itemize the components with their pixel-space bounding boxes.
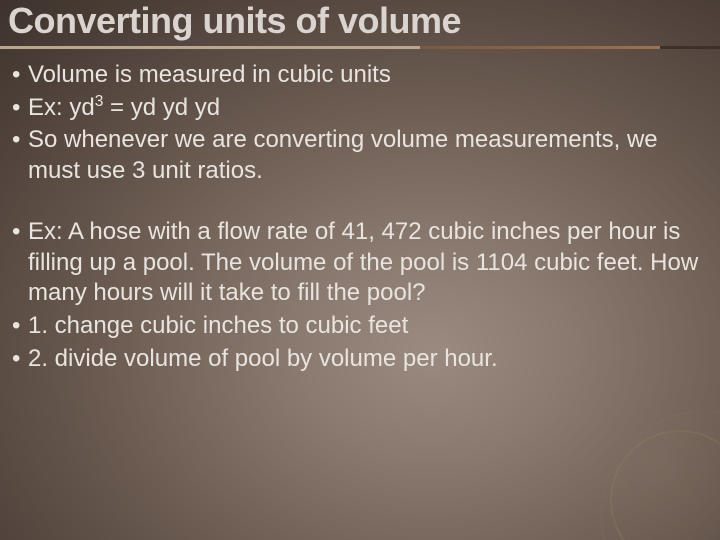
bullet-item: • 2. divide volume of pool by volume per… bbox=[10, 344, 710, 375]
bullet-dot-icon: • bbox=[10, 344, 28, 375]
bullet-frag: Ex: yd bbox=[28, 94, 95, 121]
bullet-item: • Ex: yd3 = yd yd yd bbox=[10, 93, 710, 124]
bullet-text: Volume is measured in cubic units bbox=[28, 60, 710, 91]
bullet-dot-icon: • bbox=[10, 311, 28, 342]
title-underline bbox=[0, 46, 720, 49]
underline-seg-left bbox=[0, 46, 420, 49]
underline-seg-mid bbox=[420, 46, 660, 49]
slide-title: Converting units of volume bbox=[8, 0, 461, 42]
slide: Converting units of volume • Volume is m… bbox=[0, 0, 720, 540]
bullet-dot-icon: • bbox=[10, 60, 28, 91]
bullet-frag: = yd yd yd bbox=[103, 94, 220, 121]
bullet-dot-icon: • bbox=[10, 217, 28, 248]
slide-body: • Volume is measured in cubic units • Ex… bbox=[10, 60, 710, 376]
bullet-text: Ex: yd3 = yd yd yd bbox=[28, 93, 710, 124]
bullet-item: • So whenever we are converting volume m… bbox=[10, 125, 710, 186]
bullet-dot-icon: • bbox=[10, 125, 28, 156]
bullet-text: 1. change cubic inches to cubic feet bbox=[28, 311, 710, 342]
bullet-text: So whenever we are converting volume mea… bbox=[28, 125, 710, 186]
bullet-item: • 1. change cubic inches to cubic feet bbox=[10, 311, 710, 342]
bullet-item: • Ex: A hose with a flow rate of 41, 472… bbox=[10, 217, 710, 309]
bullet-text: Ex: A hose with a flow rate of 41, 472 c… bbox=[28, 217, 710, 309]
underline-seg-right bbox=[660, 46, 720, 49]
bullet-dot-icon: • bbox=[10, 93, 28, 124]
bullet-text: 2. divide volume of pool by volume per h… bbox=[28, 344, 710, 375]
bullet-item: • Volume is measured in cubic units bbox=[10, 60, 710, 91]
paragraph-gap bbox=[10, 189, 710, 217]
